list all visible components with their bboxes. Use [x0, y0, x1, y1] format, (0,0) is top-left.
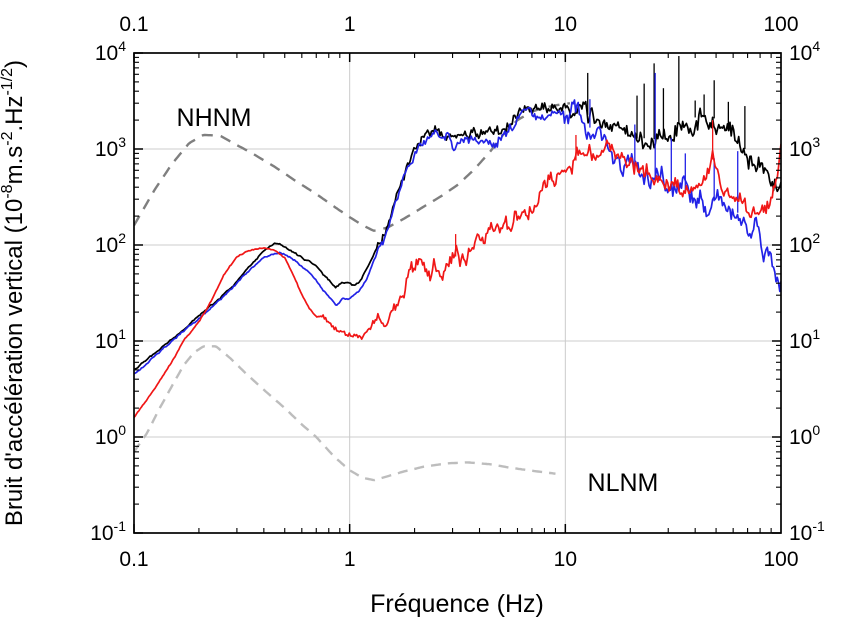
black-curve	[134, 100, 781, 371]
svg-text:103: 103	[789, 134, 820, 161]
svg-text:10: 10	[554, 548, 577, 571]
svg-text:101: 101	[789, 326, 820, 353]
svg-text:1: 1	[344, 548, 356, 571]
nhnm	[134, 102, 571, 232]
svg-text:10-1: 10-1	[789, 518, 825, 545]
svg-text:101: 101	[95, 326, 126, 353]
svg-text:103: 103	[95, 134, 126, 161]
curve-annotations: NHNM NLNM	[177, 104, 659, 497]
svg-text:102: 102	[789, 230, 820, 257]
svg-text:10-1: 10-1	[90, 518, 126, 545]
nhnm-label: NHNM	[177, 104, 252, 132]
svg-text:100: 100	[95, 422, 126, 449]
red-curve	[134, 139, 781, 419]
y-axis-title: Bruit d'accélération vertical (10-8m.s-2…	[0, 60, 28, 526]
nlnm	[134, 345, 556, 482]
x-axis-title: Fréquence (Hz)	[370, 590, 544, 618]
curves-layer	[134, 56, 781, 482]
tick-labels: 0.1 0.1 1 1 10 10 100 100 10-1 10-1 100 100 101 101 10…	[90, 13, 825, 571]
svg-text:100: 100	[789, 422, 820, 449]
svg-text:104: 104	[789, 38, 820, 65]
svg-text:100: 100	[763, 13, 798, 36]
svg-text:0.1: 0.1	[119, 13, 148, 36]
svg-text:1: 1	[344, 13, 356, 36]
blue-curve	[134, 99, 781, 375]
plot-frame	[133, 52, 782, 534]
nlnm-label: NLNM	[588, 469, 659, 497]
svg-text:100: 100	[763, 548, 798, 571]
svg-text:0.1: 0.1	[119, 548, 148, 571]
svg-text:102: 102	[95, 230, 126, 257]
svg-text:10: 10	[554, 13, 577, 36]
svg-text:104: 104	[95, 38, 126, 65]
